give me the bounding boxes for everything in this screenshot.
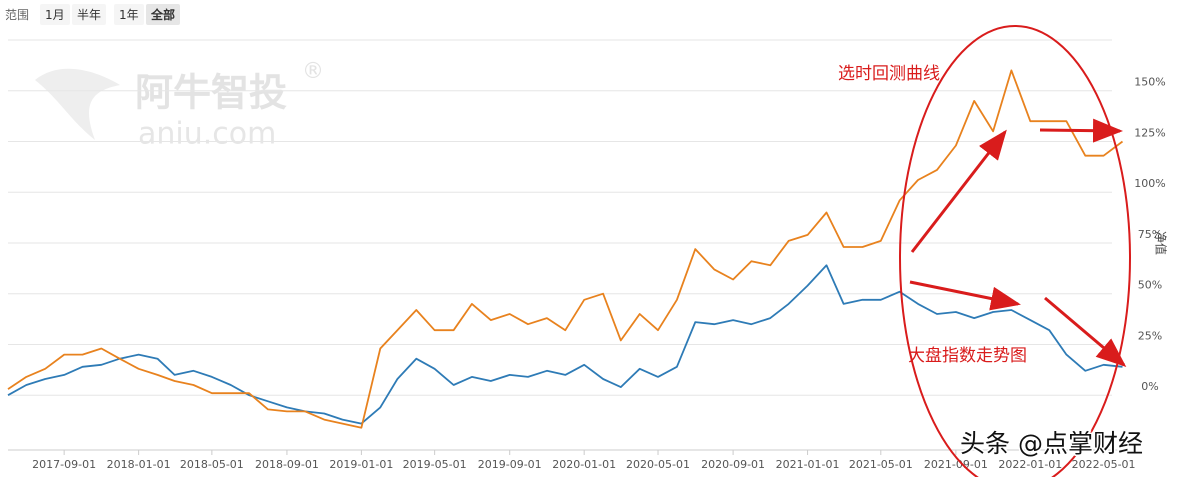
watermark-mark: ® [302, 59, 324, 84]
x-tick-label: 2019-09-01 [478, 458, 542, 471]
watermark-logo [35, 68, 120, 140]
x-tick-label: 2018-01-01 [107, 458, 171, 471]
x-tick-label: 2018-05-01 [180, 458, 244, 471]
y-tick-label: 75% [1138, 228, 1162, 241]
range-button[interactable]: 半年 [72, 4, 107, 25]
arrow [910, 129, 1007, 253]
y-tick-label: 25% [1138, 329, 1162, 342]
watermark-brand: 阿牛智投 [135, 71, 287, 115]
range-button[interactable]: 1年 [114, 4, 144, 25]
y-tick-label: 50% [1138, 279, 1162, 292]
x-tick-label: 2021-09-01 [924, 458, 988, 471]
x-tick-label: 2019-01-01 [329, 458, 393, 471]
y-tick-label: 0% [1141, 380, 1158, 393]
x-tick-label: 2018-09-01 [255, 458, 319, 471]
credit: 头条 @点掌财经 [960, 429, 1143, 458]
range-button[interactable]: 1月 [40, 4, 70, 25]
range-button[interactable]: 全部 [146, 4, 181, 25]
x-tick-label: 2020-05-01 [626, 458, 690, 471]
x-tick-label: 2017-09-01 [32, 458, 96, 471]
x-tick-label: 2021-05-01 [849, 458, 913, 471]
x-tick-label: 2022-01-01 [998, 458, 1062, 471]
annotation: 选时回测曲线 [838, 64, 940, 83]
y-axis-label: 净值 [1154, 231, 1169, 255]
y-tick-label: 125% [1134, 126, 1165, 139]
line-series [7, 264, 1123, 425]
watermark-domain: aniu.com [138, 117, 276, 152]
y-tick-label: 100% [1134, 177, 1165, 190]
x-tick-label: 2019-05-01 [403, 458, 467, 471]
arrow [1039, 118, 1123, 143]
line-series [7, 69, 1124, 429]
y-tick-label: 150% [1134, 76, 1165, 89]
range-label: 范围 [5, 8, 30, 22]
annotation: 大盘指数走势图 [908, 346, 1027, 365]
x-tick-label: 2021-01-01 [776, 458, 840, 471]
highlight-ellipse [899, 25, 1131, 477]
x-tick-label: 2020-01-01 [552, 458, 616, 471]
arrow [1044, 296, 1127, 367]
x-tick-label: 2022-05-01 [1072, 458, 1136, 471]
x-tick-label: 2020-09-01 [701, 458, 765, 471]
arrow [909, 280, 1021, 311]
